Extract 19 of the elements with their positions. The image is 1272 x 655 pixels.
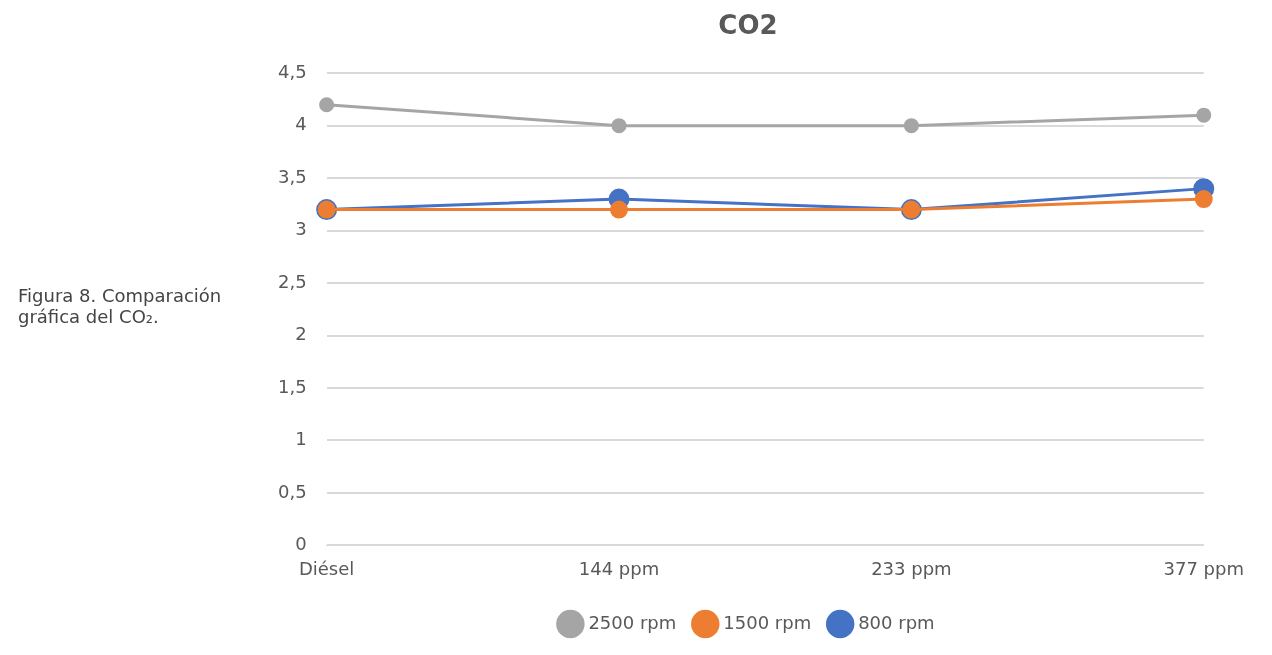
y-tick-label: 4: [295, 113, 307, 135]
legend-label: 800 rpm: [858, 611, 935, 633]
chart-title: CO2: [718, 10, 778, 41]
x-tick-label: Diésel: [298, 557, 355, 579]
legend-label: 2500 rpm: [588, 611, 677, 633]
y-tick-label: 2: [295, 323, 307, 345]
y-tick-label: 3,5: [277, 165, 307, 187]
y-tick-label: 1: [295, 428, 307, 450]
text: Figura 8. Comparación gráfica del CO₂.: [18, 284, 223, 327]
y-tick-label: 4,5: [277, 60, 307, 82]
x-tick-label: 144 ppm: [578, 557, 660, 579]
y-tick-label: 0: [295, 533, 307, 555]
y-tick-label: 1,5: [277, 375, 307, 397]
x-tick-label: 233 ppm: [871, 557, 952, 579]
x-tick-label: 377 ppm: [1163, 557, 1244, 579]
y-tick-label: 3: [295, 218, 307, 240]
y-tick-label: 2,5: [277, 270, 307, 292]
y-tick-label: 0,5: [277, 480, 307, 502]
legend-label: 1500 rpm: [723, 611, 812, 633]
